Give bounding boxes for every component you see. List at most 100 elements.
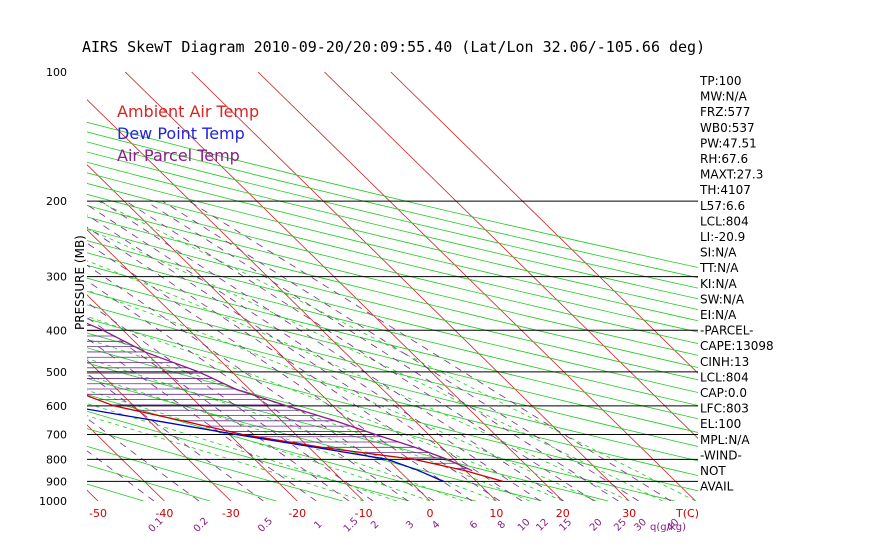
- bottom-temp-tick-label: 10: [489, 507, 503, 520]
- mixing-ratio-tick-label: 0.5: [256, 516, 275, 535]
- pressure-tick-label: 300: [46, 271, 67, 284]
- dry-adiabat-line: [87, 172, 698, 322]
- dry-adiabat-line: [87, 264, 698, 420]
- stat-line: LCL:804: [700, 214, 749, 228]
- dry-adiabat-line: [87, 362, 609, 501]
- bottom-temp-tick-label: -10: [355, 507, 373, 520]
- stat-line: TT:N/A: [699, 261, 739, 275]
- moist-adiabat-line: [87, 260, 630, 501]
- dry-adiabat-line: [0, 72, 11, 501]
- axis-ticks: -120-110-100-90-80-70-60-50-40-50-40-30-…: [89, 507, 699, 535]
- stat-line: AVAIL: [700, 480, 734, 494]
- mixing-ratio-unit-label: q(g/kg): [650, 522, 686, 533]
- stat-line: FRZ:577: [700, 105, 750, 119]
- series-line-ambient-air-temp: [87, 395, 504, 483]
- temp-unit-label: T(C): [675, 507, 699, 520]
- legend-entry: Ambient Air Temp: [117, 102, 259, 121]
- isotherm-line: [87, 359, 232, 501]
- bottom-temp-tick-label: 0: [427, 507, 434, 520]
- pressure-tick-label: 1000: [39, 495, 67, 508]
- dry-adiabat-line: [87, 428, 343, 501]
- pressure-tick-label: 600: [46, 400, 67, 413]
- mixing-ratio-line: [145, 200, 619, 501]
- isotherm-line: [87, 229, 364, 501]
- mixing-ratio-line: [87, 280, 409, 501]
- isotherm-line: [390, 72, 698, 374]
- stat-line: L57:6.6: [700, 199, 745, 213]
- mixing-ratio-line: [188, 200, 672, 501]
- isotherm-line: [87, 294, 298, 501]
- cape-hatching: [87, 325, 468, 469]
- dry-adiabat-line: [87, 161, 698, 311]
- legend-entry: Dew Point Temp: [117, 124, 245, 143]
- stat-line: CAPE:13098: [700, 339, 774, 353]
- mixing-ratio-line: [87, 301, 374, 501]
- y-axis-label: PRESSURE (MB): [73, 235, 87, 330]
- legend-entry: Air Parcel Temp: [117, 146, 240, 165]
- dry-adiabat-line: [87, 216, 698, 368]
- isotherm-line: [257, 72, 696, 501]
- dry-adiabat-line: [87, 193, 698, 344]
- dry-adiabat-line: [87, 240, 698, 393]
- dry-adiabat-line: [87, 445, 277, 501]
- mixing-ratio-line: [100, 200, 564, 501]
- stat-line: -PARCEL-: [700, 324, 754, 338]
- mixing-ratio-tick-label: 2: [369, 519, 381, 531]
- stat-line: LFC:803: [700, 402, 749, 416]
- stat-line: KI:N/A: [700, 277, 737, 291]
- stat-line: CAP:0.0: [700, 386, 747, 400]
- profile-series: [87, 322, 504, 483]
- mixing-ratio-tick-label: 8: [496, 519, 508, 531]
- mixing-ratio-line: [87, 226, 501, 501]
- isotherm-line: [0, 72, 32, 501]
- dry-adiabat-line: [87, 183, 698, 333]
- mixing-ratio-line: [87, 317, 350, 501]
- pressure-tick-label: 500: [46, 366, 67, 379]
- dry-adiabat-line: [87, 252, 698, 406]
- pressure-tick-label: 100: [46, 66, 67, 79]
- dry-adiabat-line: [87, 378, 542, 501]
- pressure-tick-label: 200: [46, 195, 67, 208]
- pressure-tick-label: 900: [46, 475, 67, 488]
- mixing-ratio-tick-label: 0.2: [192, 516, 211, 535]
- isobar-lines: 100 200 300 400 500 600 700 800 900 1000: [39, 66, 698, 508]
- bottom-temp-tick-label: -30: [222, 507, 240, 520]
- stat-line: NOT: [700, 464, 726, 478]
- bottom-temp-tick-label: 20: [556, 507, 570, 520]
- mixing-ratio-line: [87, 373, 264, 501]
- bottom-temp-tick-label: 30: [622, 507, 636, 520]
- stat-line: RH:67.6: [700, 152, 748, 166]
- mixing-ratio-line: [125, 200, 595, 501]
- mixing-ratio-line: [87, 242, 473, 501]
- mixing-ratio-line: [162, 200, 639, 501]
- stat-line: MPL:N/A: [700, 433, 750, 447]
- dry-adiabat-line: [87, 121, 698, 268]
- dry-adiabat-line: [87, 318, 698, 477]
- stat-line: PW:47.51: [700, 136, 757, 150]
- stat-line: EL:100: [700, 417, 741, 431]
- mixing-ratio-tick-label: 3: [404, 519, 416, 531]
- dry-adiabat-line: [87, 131, 698, 279]
- stat-line: TH:4107: [699, 183, 751, 197]
- stat-line: WB0:537: [700, 121, 755, 135]
- series-line-dew-point-temp: [87, 408, 444, 482]
- mixing-ratio-line: [87, 450, 155, 501]
- dry-adiabat-line: [87, 394, 476, 501]
- mixing-ratio-tick-label: 12: [534, 517, 551, 534]
- chart-title: AIRS SkewT Diagram 2010-09-20/20:09:55.4…: [82, 38, 705, 56]
- moist-adiabat-line: [87, 375, 464, 501]
- dry-adiabat-line: [87, 464, 211, 501]
- isotherm-line: [87, 164, 431, 501]
- mixing-ratio-tick-label: 4: [430, 519, 442, 531]
- pressure-tick-label: 800: [46, 453, 67, 466]
- stat-line: TP:100: [699, 74, 742, 88]
- pressure-tick-label: 700: [46, 429, 67, 442]
- bottom-temp-tick-label: -40: [155, 507, 173, 520]
- dry-adiabat-line: [87, 304, 698, 462]
- bottom-temp-tick-label: -50: [89, 507, 107, 520]
- background-grid: [0, 72, 698, 501]
- mixing-ratio-line: [87, 204, 541, 501]
- moist-adiabat-line: [97, 200, 696, 501]
